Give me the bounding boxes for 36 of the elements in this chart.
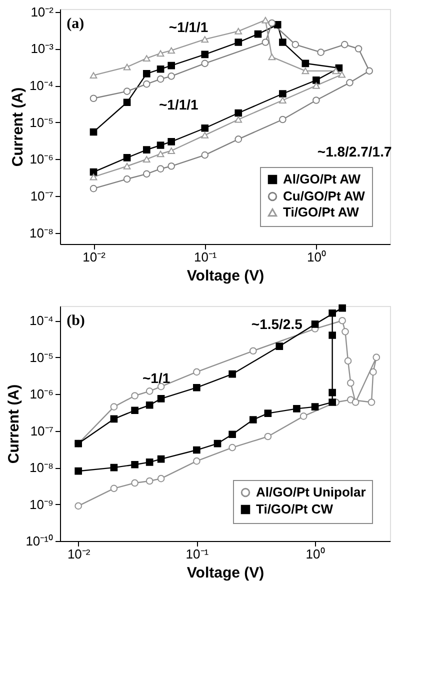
y-tick-label: 10⁻⁸ (30, 225, 54, 240)
x-tick-label: 10⁻¹ (194, 250, 218, 264)
y-tick-label: 10⁻⁴ (29, 313, 54, 328)
legend-label: Ti/GO/Pt AW (283, 204, 360, 220)
legend-label: Al/GO/Pt AW (283, 172, 362, 186)
y-tick-label: 10⁻⁷ (30, 423, 54, 438)
legend-label: Al/GO/Pt Unipolar (256, 484, 366, 500)
x-tick-label: 10⁻² (67, 546, 91, 562)
y-tick-label: 10⁻⁷ (30, 188, 54, 204)
x-tick-label: 10⁰ (306, 250, 326, 264)
legend-label: Ti/GO/Pt CW (256, 502, 334, 516)
y-tick-label: 10⁻⁹ (29, 496, 54, 512)
annotation: (a) (66, 16, 84, 32)
y-tick-label: 10⁻⁸ (30, 460, 54, 476)
y-tick-label: 10⁻⁶ (30, 152, 54, 167)
y-axis-title: Current (A) (6, 384, 23, 464)
y-tick-label: 10⁻² (30, 4, 54, 20)
x-tick-label: 10⁰ (306, 546, 326, 562)
annotation: ~1.8/2.7/1.7 (317, 143, 392, 160)
y-tick-label: 10⁻⁵ (30, 350, 54, 365)
annotation: ~1/1 (142, 370, 170, 386)
y-tick-label: 10⁻¹⁰ (26, 534, 54, 548)
x-axis-title: Voltage (V) (186, 268, 264, 284)
annotation: ~1/1/1 (168, 18, 208, 35)
y-tick-label: 10⁻³ (30, 41, 54, 56)
y-tick-label: 10⁻⁴ (29, 78, 54, 94)
y-axis-title: Current (A) (9, 87, 26, 167)
legend-label: Cu/GO/Pt AW (283, 188, 366, 204)
annotation: ~1/1/1 (159, 96, 199, 112)
y-tick-label: 10⁻⁶ (30, 386, 54, 402)
annotation: ~1.5/2.5 (251, 316, 303, 332)
x-tick-label: 10⁻¹ (186, 546, 210, 562)
y-tick-label: 10⁻⁵ (30, 114, 54, 130)
x-axis-title: Voltage (V) (186, 564, 264, 582)
x-tick-label: 10⁻² (82, 250, 106, 264)
annotation: (b) (66, 313, 85, 330)
